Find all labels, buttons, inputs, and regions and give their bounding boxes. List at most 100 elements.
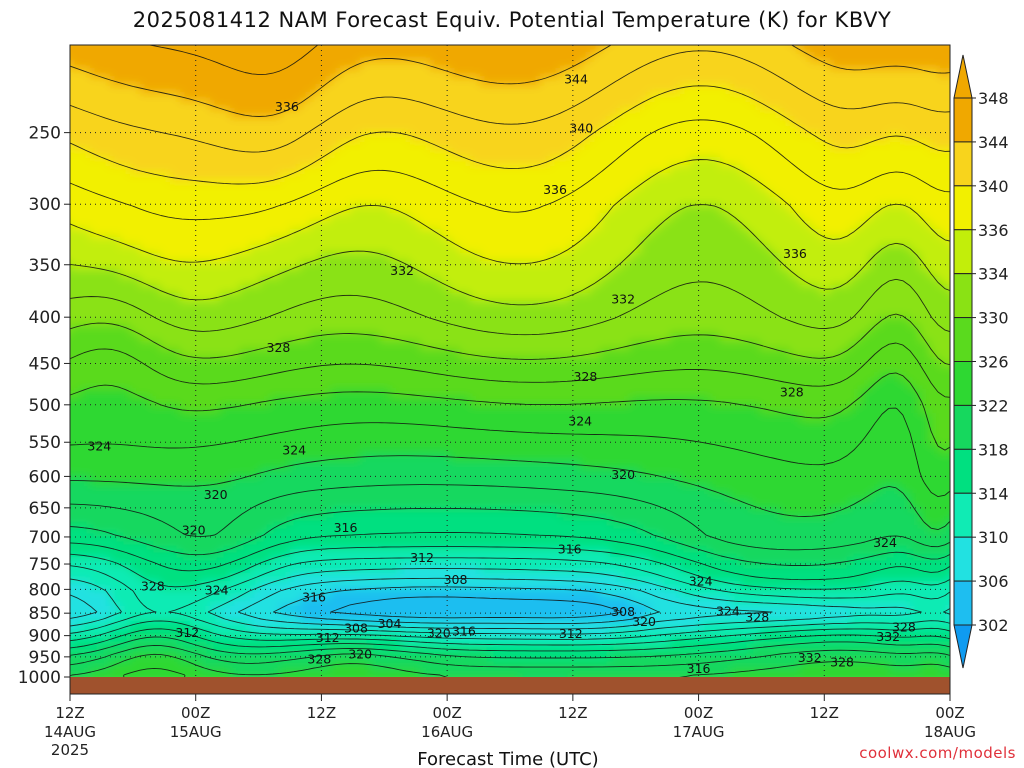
- contour-line: [70, 568, 950, 635]
- colorbar-label: 326: [978, 353, 1009, 372]
- x-tick-label: 17AUG: [673, 723, 725, 741]
- y-axis: 250 300 350 400 450 500 550 600 650 700 750 800 850 9…: [18, 124, 70, 688]
- colorbar-swatch: [953, 580, 973, 626]
- contour-label: 332: [611, 292, 635, 307]
- y-tick-label: 550: [29, 433, 61, 453]
- contour-label: 312: [316, 630, 340, 645]
- contour-label: 316: [558, 542, 582, 557]
- colorbar-swatch: [953, 273, 973, 319]
- colorbar-swatch: [953, 97, 973, 143]
- contour-label: 324: [873, 535, 897, 550]
- contour-line: [70, 85, 950, 185]
- source-credit: coolwx.com/models: [859, 744, 1016, 762]
- contour-label: 320: [632, 614, 656, 629]
- contour-label: 312: [559, 626, 583, 641]
- contour-label: 324: [716, 603, 740, 618]
- colorbar-swatch: [953, 141, 973, 187]
- colorbar-label: 348: [978, 89, 1009, 108]
- contour-line: [273, 586, 660, 625]
- contour-label: 304: [378, 616, 402, 631]
- contour-label: 332: [390, 263, 414, 278]
- contour-label: 316: [302, 590, 326, 605]
- y-tick-label: 800: [29, 580, 61, 600]
- contour-line: [70, 532, 950, 652]
- colorbar-label: 302: [978, 616, 1009, 635]
- contour-label: 328: [830, 654, 854, 669]
- y-tick-label: 900: [29, 627, 61, 647]
- theta-e-field: [70, 45, 950, 677]
- x-tick-label: 00Z: [432, 704, 461, 722]
- contour-label: 336: [783, 246, 807, 261]
- x-tick-label: 12Z: [55, 704, 84, 722]
- y-tick-label: 300: [29, 195, 61, 215]
- colorbar-bottom-arrow: [953, 624, 973, 669]
- colorbar-label: 336: [978, 221, 1009, 240]
- contour-label: 316: [687, 661, 711, 676]
- x-tick-label: 00Z: [935, 704, 964, 722]
- colorbar-label: 310: [978, 528, 1009, 547]
- contour-label: 320: [348, 646, 372, 661]
- contour-label: 316: [334, 520, 358, 535]
- contour-label: 328: [573, 369, 597, 384]
- contour-label: 332: [876, 629, 900, 644]
- y-tick-label: 250: [29, 124, 61, 144]
- contour-label: 324: [87, 438, 111, 453]
- colorbar-swatch: [953, 317, 973, 363]
- contour-label: 328: [892, 619, 916, 634]
- colorbar-swatch: [953, 404, 973, 450]
- colorbar-label: 330: [978, 309, 1009, 328]
- contour-line: [70, 278, 950, 336]
- x-tick-label: 18AUG: [924, 723, 976, 741]
- x-tick-label: 15AUG: [170, 723, 222, 741]
- contour-label: 344: [564, 71, 588, 86]
- colorbar-label: 306: [978, 572, 1009, 591]
- contour-label: 336: [543, 182, 567, 197]
- x-tick-label: 12Z: [810, 704, 839, 722]
- y-tick-label: 400: [29, 308, 61, 328]
- contour-line: [70, 372, 950, 451]
- plot-frame: [69, 44, 951, 695]
- contour-label: 324: [689, 573, 713, 588]
- contour-label: 328: [745, 609, 769, 624]
- colorbar-swatch: [953, 492, 973, 538]
- x-tick-label: 14AUG: [44, 723, 96, 741]
- contour-label: 316: [452, 623, 476, 638]
- contour-line: [70, 50, 950, 153]
- ground-bar: [70, 677, 950, 694]
- contour-label: 324: [205, 582, 229, 597]
- contour-line: [70, 119, 950, 221]
- contour-label: 328: [307, 651, 331, 666]
- contour-line: [70, 546, 950, 646]
- colorbar-label: 334: [978, 265, 1009, 284]
- x-tick-label: 12Z: [558, 704, 587, 722]
- chart-title: 2025081412 NAM Forecast Equiv. Potential…: [132, 8, 892, 32]
- x-tick-label: 00Z: [684, 704, 713, 722]
- colorbar-label: 314: [978, 484, 1009, 503]
- contour-line: [70, 484, 950, 668]
- contour-label: 312: [410, 550, 434, 565]
- colorbar-swatch: [953, 536, 973, 582]
- y-tick-label: 650: [29, 499, 61, 519]
- contour-line: [70, 507, 950, 659]
- y-tick-label: 450: [29, 354, 61, 374]
- contour-label: 328: [780, 385, 804, 400]
- colorbar-label: 340: [978, 177, 1009, 196]
- colorbar-swatch: [953, 361, 973, 406]
- x-axis-label: Forecast Time (UTC): [417, 749, 598, 768]
- x-tick-label: 2025: [51, 741, 89, 759]
- contour-label: 308: [444, 572, 468, 587]
- y-tick-label: 950: [29, 648, 61, 668]
- contour-line: [70, 204, 950, 306]
- contour-label: 324: [568, 413, 592, 428]
- colorbar-swatch: [953, 229, 973, 275]
- y-tick-label: 1000: [18, 668, 61, 688]
- y-tick-label: 500: [29, 396, 61, 416]
- contour-label: 320: [204, 487, 228, 502]
- contour-line: [70, 342, 950, 398]
- contour-label: 320: [611, 467, 635, 482]
- contour-label: 308: [344, 621, 368, 636]
- colorbar-label: 344: [978, 133, 1009, 152]
- contour-label: 320: [427, 626, 451, 641]
